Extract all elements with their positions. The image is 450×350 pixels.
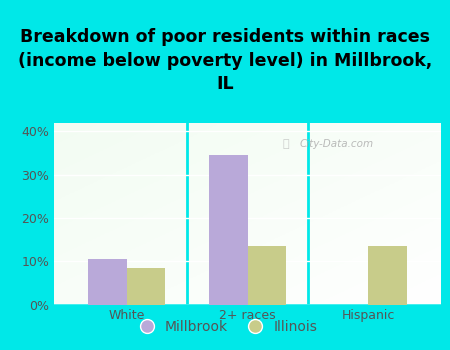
Text: Breakdown of poor residents within races
(income below poverty level) in Millbro: Breakdown of poor residents within races…: [18, 28, 432, 93]
Bar: [248, 246, 286, 304]
Bar: [369, 246, 407, 304]
Text: City-Data.com: City-Data.com: [299, 139, 374, 149]
Text: 🔍: 🔍: [283, 139, 289, 149]
Bar: [88, 259, 126, 304]
Bar: [126, 268, 165, 304]
Bar: [209, 155, 248, 304]
Legend: Millbrook, Illinois: Millbrook, Illinois: [127, 314, 323, 340]
